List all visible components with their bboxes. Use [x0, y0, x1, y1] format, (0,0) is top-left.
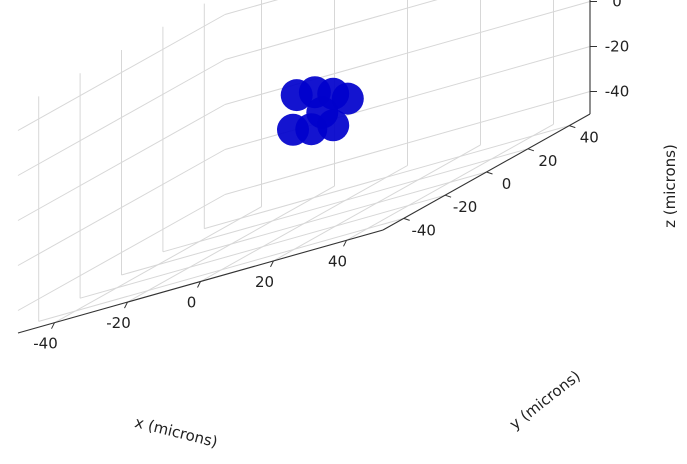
z-tick-label: -40 — [605, 83, 630, 101]
z-tick-label: 0 — [612, 0, 622, 11]
x-axis-ticks: -40 -20 0 20 40 — [33, 240, 347, 353]
x-tick-mark — [51, 322, 55, 329]
data-points — [277, 76, 364, 146]
x-tick-label: -20 — [106, 314, 131, 332]
x-tick-label: 0 — [187, 294, 197, 312]
y-axis-label: y (microns) — [506, 367, 584, 433]
gridline-y — [162, 148, 529, 253]
y-tick-label: -20 — [453, 198, 478, 216]
x-tick-label: -40 — [33, 335, 58, 353]
gridline-z — [17, 104, 226, 221]
y-tick-label: -40 — [411, 221, 436, 239]
y-tick-label: 40 — [580, 129, 599, 147]
gridline-y — [121, 171, 487, 276]
data-point — [331, 82, 364, 115]
y-axis-ticks: -40 -20 0 20 40 — [403, 125, 599, 239]
gridline-y — [204, 125, 570, 230]
x-tick-mark — [343, 240, 347, 247]
gridline-z — [17, 14, 226, 131]
gridline-z — [17, 149, 226, 266]
data-point — [317, 109, 350, 142]
y-tick-mark — [569, 125, 576, 129]
axes-panes — [18, 0, 590, 333]
gridline-y — [79, 194, 446, 299]
gridline-z — [17, 59, 226, 176]
y-tick-mark — [403, 217, 410, 221]
gridline-z — [224, 0, 438, 60]
x-tick-label: 40 — [328, 252, 347, 270]
x-tick-mark — [197, 281, 201, 288]
x-tick-mark — [124, 301, 128, 309]
y-tick-label: 0 — [502, 175, 512, 193]
x-tick-mark — [270, 260, 274, 268]
y-tick-label: 20 — [538, 152, 557, 170]
y-tick-mark — [444, 194, 452, 198]
y-tick-mark — [527, 148, 535, 152]
x-axis-label: x (microns) — [133, 413, 220, 451]
gridlines — [17, 0, 591, 324]
x-tick-label: 20 — [255, 273, 274, 291]
gridline-z — [17, 194, 226, 311]
z-axis-label: z (microns) — [661, 144, 679, 228]
gridline-y — [38, 217, 404, 322]
y-tick-mark — [486, 171, 493, 175]
gridline-z — [224, 91, 591, 195]
z-tick-label: -20 — [605, 38, 630, 56]
